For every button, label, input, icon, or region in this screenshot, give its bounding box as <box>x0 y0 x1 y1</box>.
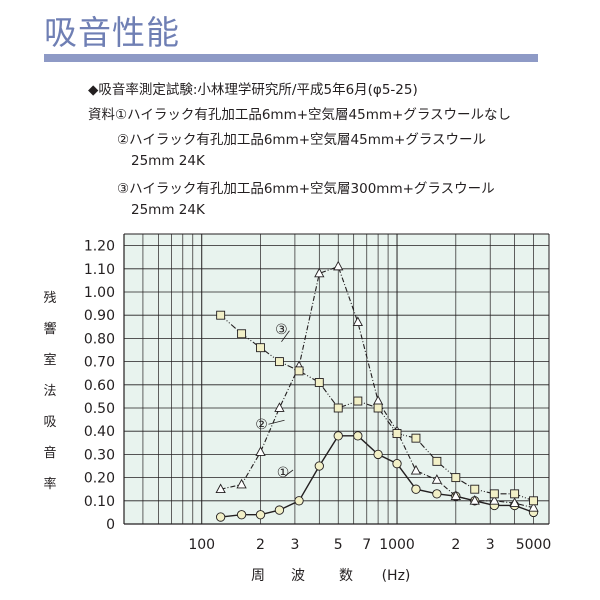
series-line-3 <box>220 314 534 502</box>
annotation-leader-2 <box>268 419 285 425</box>
y-tick-label: 0.70 <box>84 355 115 371</box>
series-2-point <box>215 483 226 494</box>
series-3-point <box>353 396 363 406</box>
material-2-spec: 25mm 24K <box>131 153 205 169</box>
material-2: ②ハイラック有孔加工品6mm+空気層45mm+グラスウール <box>117 132 487 148</box>
x-tick-label: 5000 <box>516 537 552 553</box>
y-axis-label-char: 法 <box>43 384 56 399</box>
series-2-point <box>236 478 247 489</box>
series-annotation-1: ① <box>277 465 290 481</box>
y-tick-label: 0.90 <box>84 308 115 324</box>
test-info: ◆吸音率測定試験:小林理学研究所/平成5年6月(φ5-25) <box>88 82 418 98</box>
series-3-point <box>216 310 226 320</box>
y-tick-label: 1.10 <box>84 262 115 278</box>
x-tick-label: 2 <box>256 537 265 553</box>
series-1-point <box>353 431 363 441</box>
series-3-point <box>314 378 324 387</box>
series-3-point <box>432 456 442 466</box>
series-3-point <box>237 329 247 339</box>
material-3: ③ハイラック有孔加工品6mm+空気層300mm+グラスウール <box>117 181 495 197</box>
annotation-leader-1 <box>284 469 294 477</box>
y-tick-label: 0.60 <box>84 378 115 394</box>
y-tick-label: 0.30 <box>84 447 115 463</box>
y-tick-label: 0.20 <box>84 471 115 487</box>
series-3-point <box>529 496 538 506</box>
series-2-point <box>489 495 500 505</box>
x-axis-label-part: 波 <box>291 568 305 584</box>
series-3-point <box>333 403 343 413</box>
series-annotation-3: ③ <box>275 322 288 338</box>
series-3-point <box>274 357 284 367</box>
series-3-point <box>451 473 461 483</box>
series-3-point <box>470 484 480 494</box>
material-1: 資料①ハイラック有孔加工品6mm+空気層45mm+グラスウールなし <box>88 107 512 123</box>
y-axis-label-char: 吸 <box>43 415 56 430</box>
series-3-point <box>373 403 383 413</box>
series-3-point <box>294 366 304 376</box>
y-axis-label-char: 室 <box>43 352 56 368</box>
series-3-point <box>392 429 402 438</box>
y-tick-label: 1.20 <box>84 239 115 255</box>
plot-area <box>124 234 549 524</box>
y-tick-label: 0.10 <box>84 494 115 510</box>
series-3-point <box>489 489 499 499</box>
series-2-point <box>314 267 325 278</box>
y-axis-label-char: 残 <box>43 291 56 306</box>
series-3-point <box>510 489 520 499</box>
x-axis-label-part: 周 <box>251 568 265 584</box>
page-title: 吸音性能 <box>44 13 180 52</box>
series-2-point <box>509 497 520 507</box>
y-tick-label: 0.50 <box>84 401 115 417</box>
series-2-point <box>450 490 461 501</box>
y-tick-label: 0.40 <box>84 424 115 440</box>
series-1-point <box>411 484 421 494</box>
x-tick-label: 3 <box>486 537 495 553</box>
x-axis-label-part: 数 <box>339 568 353 584</box>
series-2-point <box>255 446 266 456</box>
x-tick-label: 2 <box>451 537 460 553</box>
series-1-point <box>373 449 383 460</box>
series-2-point <box>274 402 285 412</box>
series-1-point <box>392 459 402 469</box>
series-1-point <box>294 496 304 506</box>
x-axis-label-part: (Hz) <box>382 568 411 584</box>
material-3-spec: 25mm 24K <box>131 202 205 218</box>
annotation-leader-3 <box>281 330 290 342</box>
x-tick-label: 100 <box>188 537 215 553</box>
series-1-point <box>432 489 442 499</box>
series-3-point <box>256 343 265 353</box>
series-2-point <box>333 260 344 271</box>
y-axis-label-char: 率 <box>43 476 56 492</box>
y-axis-label-char: 音 <box>43 445 56 461</box>
y-axis-label-char: 響 <box>43 321 56 337</box>
x-tick-label: 5 <box>334 537 343 553</box>
x-tick-label: 3 <box>290 537 299 553</box>
series-1-point <box>215 512 226 522</box>
series-3-point <box>411 433 421 443</box>
series-2-point <box>410 464 422 475</box>
series-annotation-2: ② <box>255 417 268 433</box>
y-tick-label: 0 <box>106 517 115 533</box>
x-tick-label: 1000 <box>379 537 415 553</box>
x-tick-label: 7 <box>362 537 371 553</box>
series-1-point <box>333 431 343 441</box>
series-2-point <box>469 495 480 505</box>
title-underline <box>44 54 538 62</box>
series-1-point <box>255 510 266 520</box>
y-tick-label: 1.00 <box>84 285 115 301</box>
series-1-point <box>236 510 247 520</box>
series-2-point <box>352 316 363 327</box>
y-tick-label: 0.80 <box>84 331 115 347</box>
series-1-point <box>314 461 324 471</box>
series-1-point <box>274 505 285 515</box>
series-2-point <box>528 502 539 512</box>
series-2-point <box>431 474 443 484</box>
